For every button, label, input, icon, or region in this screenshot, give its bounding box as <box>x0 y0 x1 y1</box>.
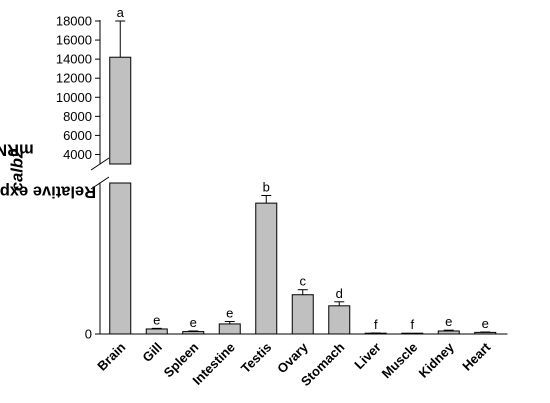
axis-break-mark-upper <box>90 157 110 171</box>
y-tick-label: 10000 <box>56 90 92 105</box>
significance-letter: e <box>226 306 233 321</box>
significance-letter: f <box>374 317 378 332</box>
x-category-label: Gill <box>139 340 164 365</box>
bar <box>255 202 278 335</box>
y-tick-label: 16000 <box>56 33 92 48</box>
bar <box>145 328 168 335</box>
x-category-label: Testis <box>238 340 274 376</box>
significance-letter: d <box>336 286 343 301</box>
x-category-label: Heart <box>459 339 494 374</box>
bar <box>291 294 314 335</box>
y-tick-label: 12000 <box>56 71 92 86</box>
significance-letter: e <box>482 316 489 331</box>
significance-letter: e <box>190 315 197 330</box>
bar <box>474 331 497 335</box>
bar-upper-part <box>109 56 132 165</box>
bar <box>437 330 460 335</box>
y-tick-label: 6000 <box>63 128 92 143</box>
bar <box>218 323 241 335</box>
y-tick-label: 18000 <box>56 14 92 29</box>
bar <box>401 332 424 335</box>
y-tick-label: 0 <box>85 327 92 342</box>
bar <box>182 331 205 335</box>
x-category-label: Liver <box>351 340 384 373</box>
significance-letter: b <box>263 179 270 194</box>
axis-break-mark-lower <box>90 176 110 190</box>
significance-letter: a <box>117 5 125 20</box>
y-tick-label: 14000 <box>56 52 92 67</box>
bar <box>328 305 351 335</box>
bar-lower-part <box>109 182 132 335</box>
significance-letter: f <box>410 317 414 332</box>
x-category-label: Kidney <box>416 339 458 381</box>
x-category-label: Muscle <box>379 340 421 382</box>
y-tick-label: 4000 <box>63 147 92 162</box>
x-category-label: Brain <box>94 339 128 373</box>
y-tick-label: 8000 <box>63 109 92 124</box>
significance-letter: e <box>445 314 452 329</box>
significance-letter: c <box>300 274 307 289</box>
significance-letter: e <box>153 312 160 327</box>
